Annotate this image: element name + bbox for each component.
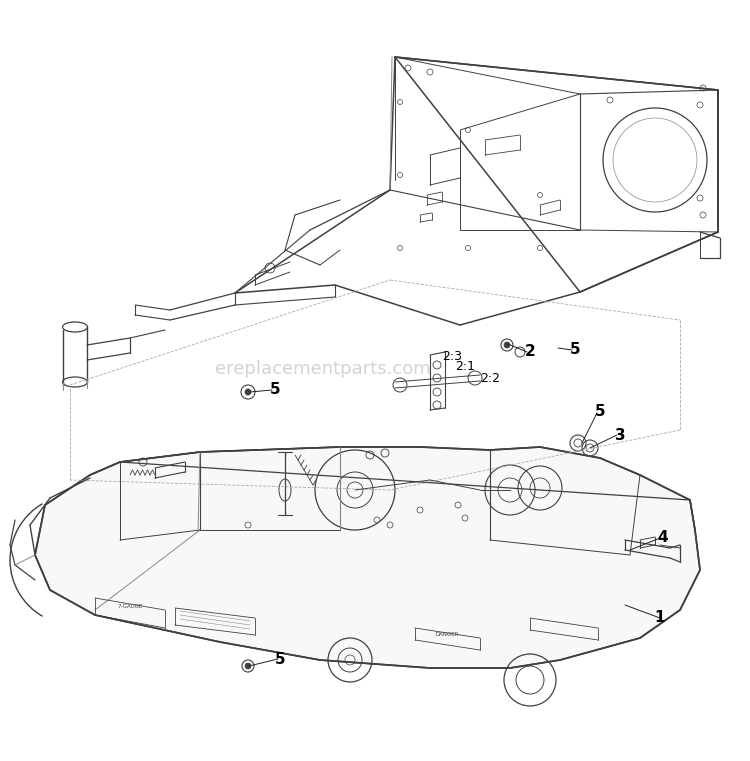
Text: 2: 2 (525, 345, 536, 359)
Text: 5: 5 (270, 383, 280, 397)
Polygon shape (35, 447, 700, 668)
Circle shape (245, 389, 251, 395)
Text: DANGER: DANGER (435, 632, 459, 636)
Text: 2:3: 2:3 (442, 351, 462, 364)
Text: ereplacementparts.com: ereplacementparts.com (214, 360, 430, 378)
Text: 3: 3 (615, 428, 626, 442)
Text: 7-GAUGE: 7-GAUGE (117, 604, 142, 610)
Text: 5: 5 (274, 651, 285, 667)
Text: 2:1: 2:1 (455, 361, 475, 374)
Circle shape (245, 663, 251, 669)
Text: 4: 4 (658, 530, 668, 546)
Text: 2:2: 2:2 (480, 371, 500, 384)
Circle shape (504, 342, 510, 348)
Text: 5: 5 (595, 405, 605, 419)
Text: 1: 1 (655, 610, 665, 626)
Text: 5: 5 (570, 342, 580, 358)
